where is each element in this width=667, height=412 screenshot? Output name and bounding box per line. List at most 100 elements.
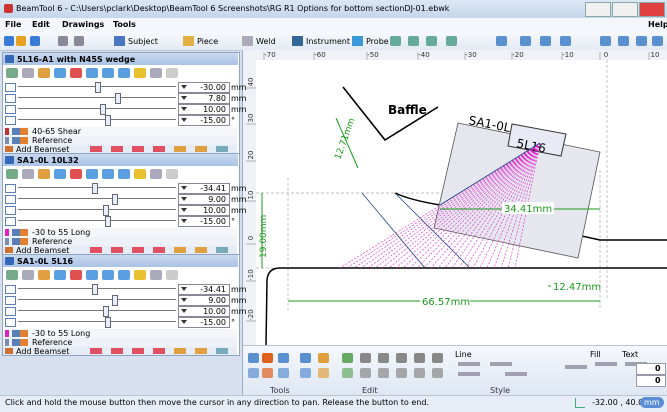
beamset-type[interactable] <box>216 348 228 354</box>
panel-tool[interactable] <box>70 270 82 280</box>
beamset-type[interactable] <box>216 146 228 152</box>
toolbar-button[interactable]: Weld <box>256 37 276 46</box>
ribbon-tool[interactable] <box>432 353 443 363</box>
ribbon-tool[interactable] <box>262 353 273 363</box>
toolbar-icon[interactable] <box>30 36 40 46</box>
panel-tool[interactable] <box>134 270 146 280</box>
spin-value[interactable]: 0 <box>655 364 661 373</box>
window-button[interactable] <box>639 2 665 17</box>
toolbar-icon[interactable] <box>560 36 571 46</box>
toolbar-icon[interactable] <box>16 36 26 46</box>
panel-tool[interactable] <box>70 68 82 78</box>
panel-tool[interactable] <box>6 270 18 280</box>
style-control[interactable] <box>458 362 480 366</box>
value-box[interactable] <box>178 93 230 104</box>
slider-thumb[interactable] <box>103 205 109 216</box>
menu-item[interactable]: Edit <box>32 20 50 29</box>
ribbon-tool[interactable] <box>414 368 425 378</box>
field-value[interactable]: -34.41 <box>200 285 226 294</box>
panel-tool[interactable] <box>86 169 98 179</box>
panel-tool[interactable] <box>70 169 82 179</box>
panel-tool[interactable] <box>22 169 34 179</box>
beamset-type[interactable] <box>132 247 144 253</box>
style-control[interactable] <box>490 362 512 366</box>
toolbar-icon[interactable] <box>600 36 611 46</box>
panel-tool[interactable] <box>102 169 114 179</box>
field-value[interactable]: 10.00 <box>203 105 226 114</box>
panel-tool[interactable] <box>86 270 98 280</box>
panel-tool[interactable] <box>54 169 66 179</box>
menu-item[interactable]: Tools <box>113 20 136 29</box>
beamset-type[interactable] <box>153 247 165 253</box>
toolbar-icon[interactable] <box>636 36 647 46</box>
panel-tool[interactable] <box>86 68 98 78</box>
ribbon-tool[interactable] <box>342 353 353 363</box>
toolbar-icon[interactable] <box>242 36 253 46</box>
ribbon-tool[interactable] <box>248 368 259 378</box>
ribbon-tool[interactable] <box>414 353 425 363</box>
beamset-name[interactable]: Reference <box>32 237 73 246</box>
slider-thumb[interactable] <box>112 194 118 205</box>
toolbar-button[interactable]: Probe <box>366 37 389 46</box>
add-beamset[interactable]: Add Beamset <box>16 347 70 356</box>
beamset-type[interactable] <box>174 146 186 152</box>
toolbar-button[interactable]: Subject <box>128 37 158 46</box>
value-box[interactable] <box>178 194 230 205</box>
slider-thumb[interactable] <box>105 216 111 227</box>
ribbon-button[interactable]: Fill <box>590 350 601 359</box>
field-value[interactable]: 9.00 <box>208 195 226 204</box>
panel-tool[interactable] <box>102 270 114 280</box>
panel-tool[interactable] <box>22 270 34 280</box>
value-box[interactable] <box>178 216 230 227</box>
toolbar-icon[interactable] <box>496 36 507 46</box>
field-value[interactable]: 7.80 <box>208 94 226 103</box>
field-value[interactable]: 10.00 <box>203 206 226 215</box>
ribbon-tool[interactable] <box>300 353 311 363</box>
beamset-name[interactable]: -30 to 55 Long <box>32 228 91 237</box>
beamset-name[interactable]: Reference <box>32 338 73 347</box>
beamset-name[interactable]: Reference <box>32 136 73 145</box>
ribbon-tool[interactable] <box>342 368 353 378</box>
menu-item[interactable]: Drawings <box>62 20 105 29</box>
beamset-type[interactable] <box>132 348 144 354</box>
toolbar-button[interactable]: Instrument <box>306 37 351 46</box>
panel-tool[interactable] <box>38 169 50 179</box>
slider-thumb[interactable] <box>105 317 111 328</box>
panel-tool[interactable] <box>150 270 162 280</box>
field-value[interactable]: -34.41 <box>200 184 226 193</box>
ribbon-tool[interactable] <box>378 368 389 378</box>
beamset-type[interactable] <box>132 146 144 152</box>
toolbar-icon[interactable] <box>352 36 363 46</box>
panel-tool[interactable] <box>118 68 130 78</box>
value-box[interactable] <box>178 284 230 295</box>
toolbar-icon[interactable] <box>114 36 125 46</box>
slider-thumb[interactable] <box>105 115 111 126</box>
unit-button[interactable]: mm <box>640 397 664 408</box>
toolbar-icon[interactable] <box>390 36 401 46</box>
panel-tool[interactable] <box>134 68 146 78</box>
add-beamset[interactable]: Add Beamset <box>16 145 70 154</box>
slider-thumb[interactable] <box>103 306 109 317</box>
beamset-type[interactable] <box>174 247 186 253</box>
toolbar-icon[interactable] <box>408 36 419 46</box>
toolbar-icon[interactable] <box>58 36 68 46</box>
panel-tool[interactable] <box>118 270 130 280</box>
beamset-type[interactable] <box>111 247 123 253</box>
menu-item[interactable]: File <box>5 20 22 29</box>
slider-thumb[interactable] <box>112 295 118 306</box>
value-box[interactable] <box>178 183 230 194</box>
help-menu[interactable]: Help <box>648 20 667 29</box>
toolbar-button[interactable]: Piece <box>197 37 219 46</box>
ribbon-tool[interactable] <box>396 353 407 363</box>
beamset-type[interactable] <box>90 348 102 354</box>
beamset-type[interactable] <box>174 348 186 354</box>
beamset-type[interactable] <box>90 247 102 253</box>
value-box[interactable] <box>178 82 230 93</box>
toolbar-icon[interactable] <box>446 36 457 46</box>
ribbon-tool[interactable] <box>396 368 407 378</box>
panel-tool[interactable] <box>118 169 130 179</box>
toolbar-icon[interactable] <box>74 36 84 46</box>
beamset-type[interactable] <box>195 348 207 354</box>
panel-tool[interactable] <box>22 68 34 78</box>
ribbon-tool[interactable] <box>378 353 389 363</box>
